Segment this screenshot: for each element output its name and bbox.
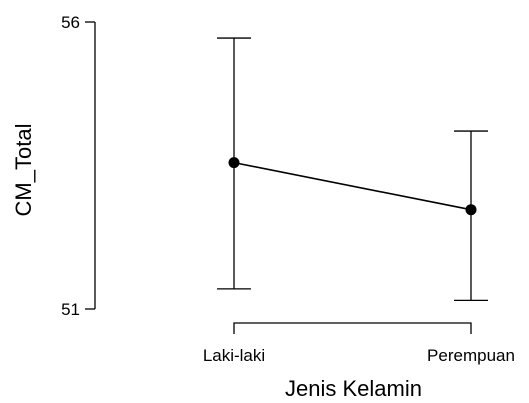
x-tick-label: Laki-laki bbox=[203, 346, 265, 365]
y-tick-label: 56 bbox=[61, 13, 80, 32]
data-point bbox=[465, 204, 477, 216]
data-point bbox=[228, 157, 240, 169]
plot-area bbox=[217, 37, 488, 302]
series-line bbox=[233, 161, 472, 211]
x-axis-title: Jenis Kelamin bbox=[285, 376, 422, 401]
x-tick-label: Perempuan bbox=[427, 346, 515, 365]
y-axis: 51 56 bbox=[61, 13, 96, 319]
y-tick-label: 51 bbox=[61, 300, 80, 319]
x-axis: Laki-laki Perempuan bbox=[203, 322, 515, 365]
error-bar bbox=[454, 130, 488, 302]
y-axis-title: CM_Total bbox=[11, 124, 36, 217]
x-axis-line bbox=[233, 322, 472, 334]
